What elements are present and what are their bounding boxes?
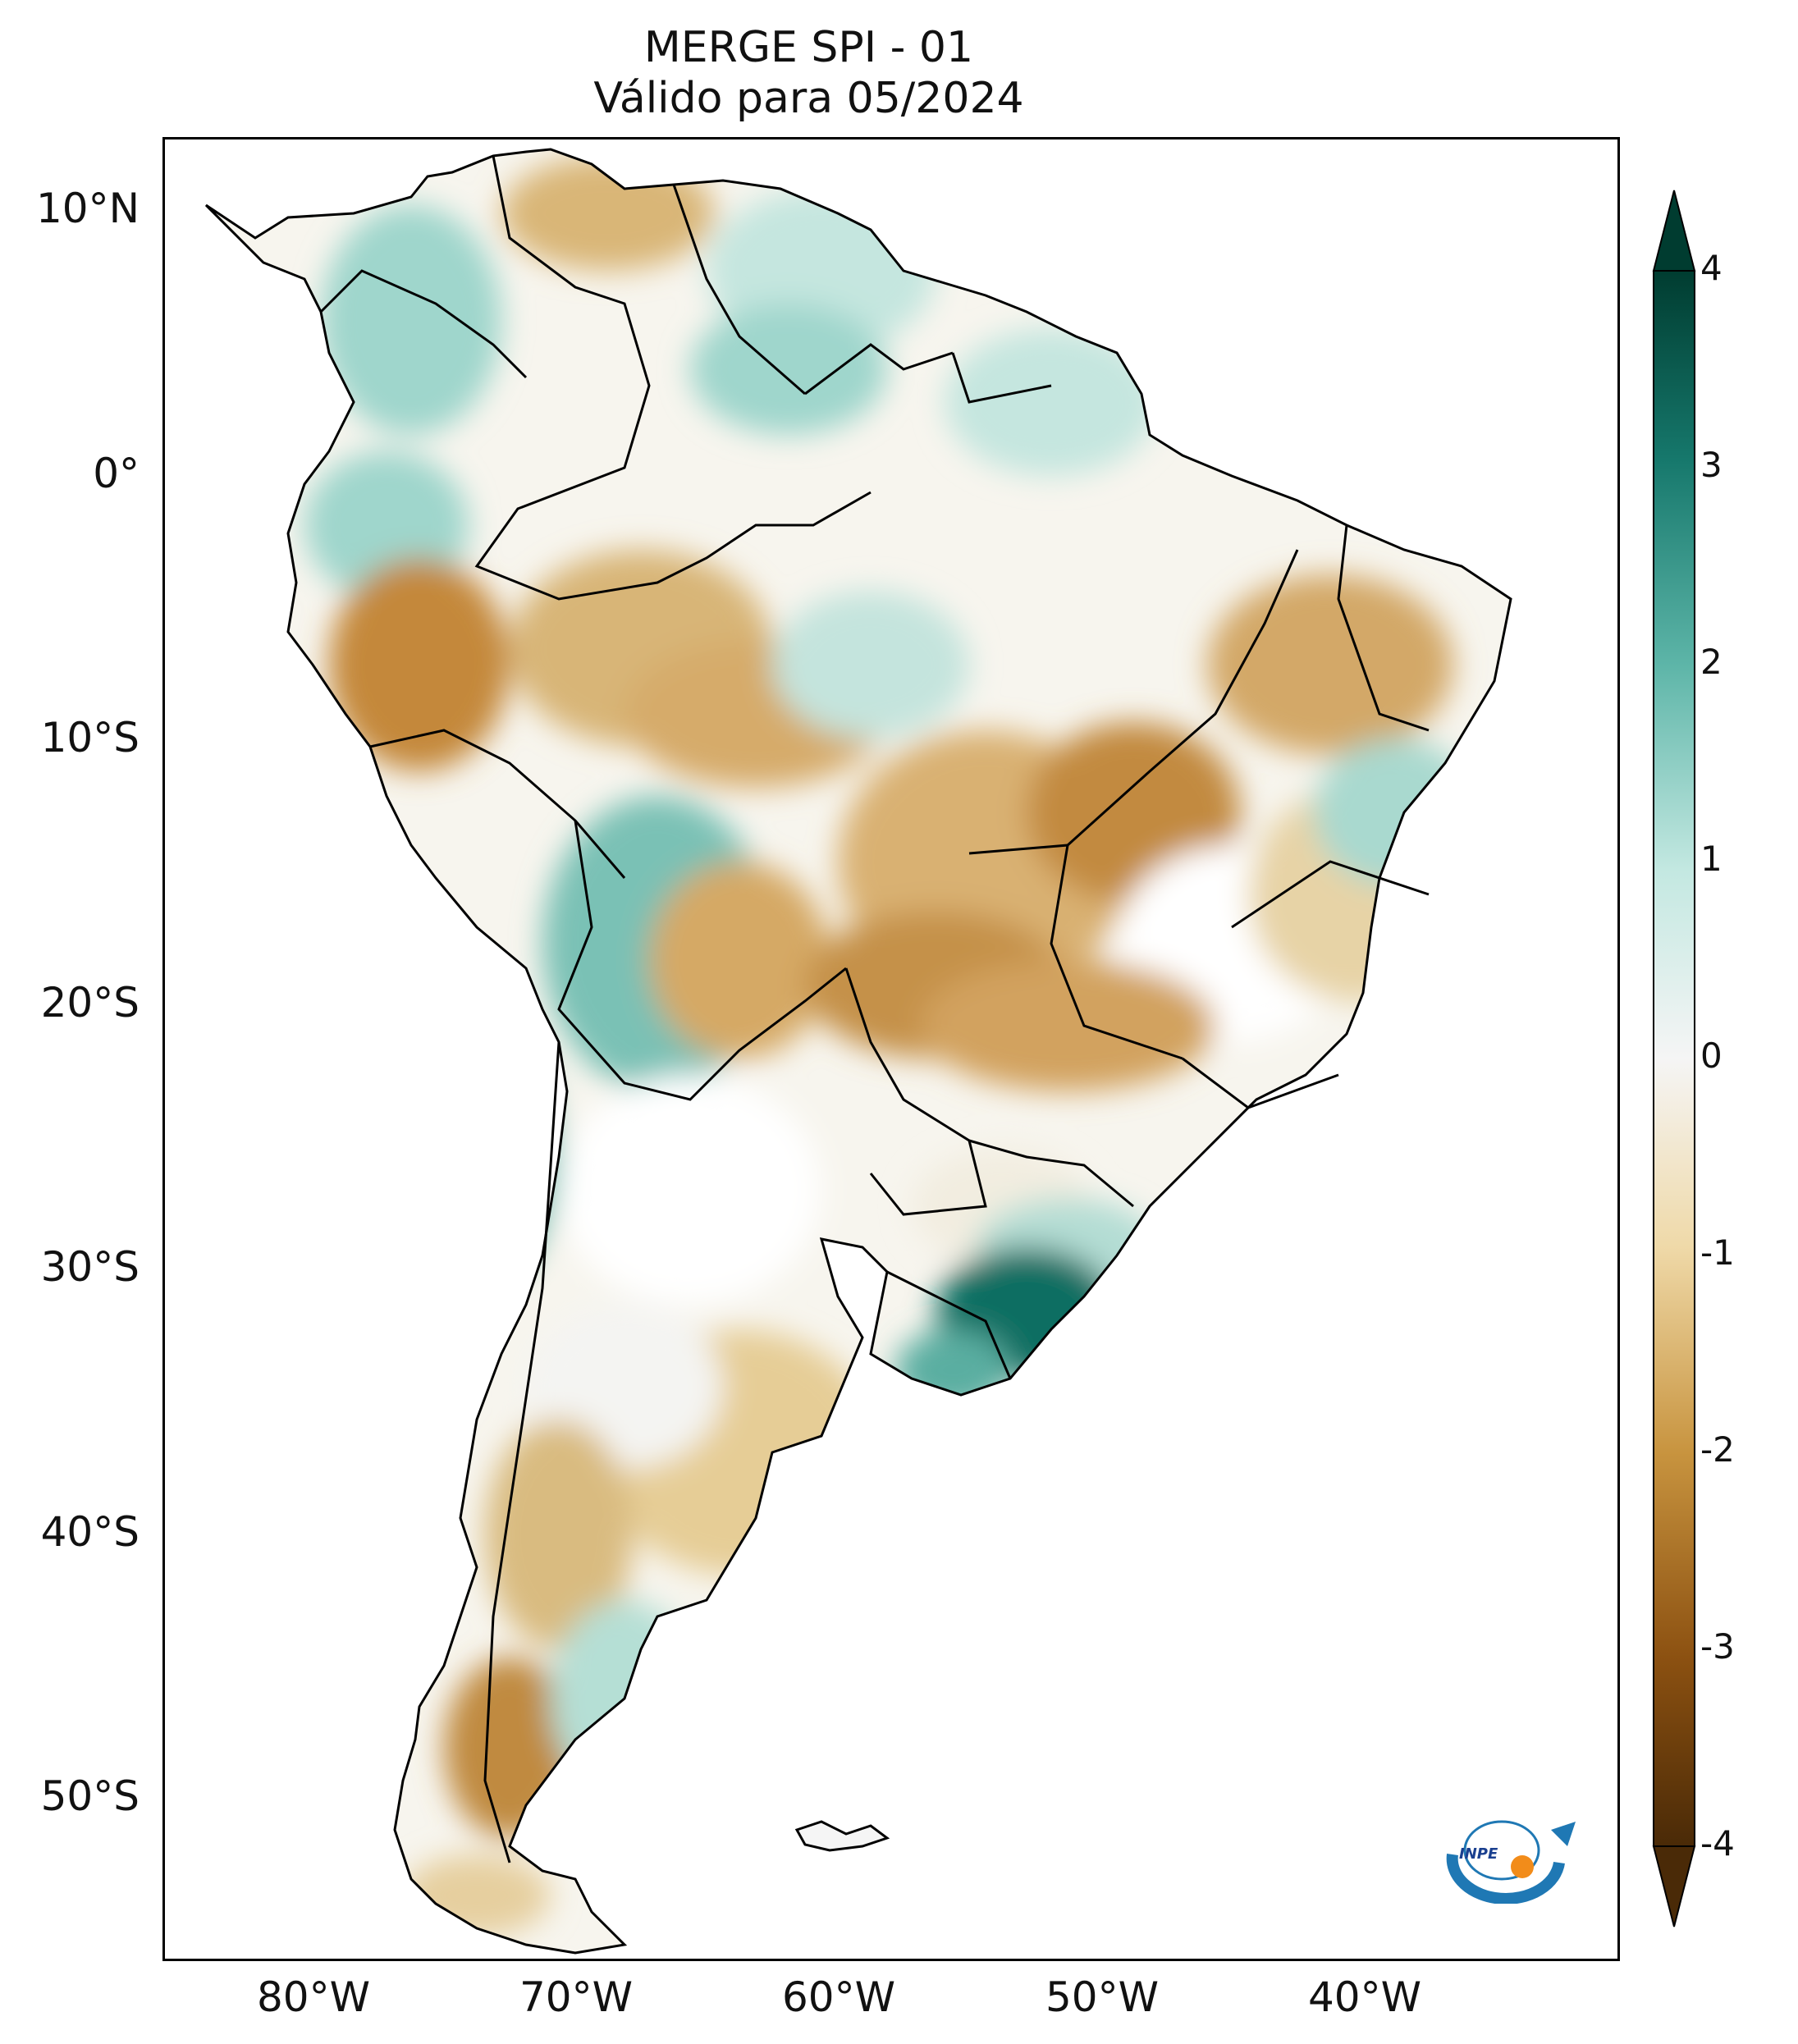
lon-label-60w: 60°W	[781, 1973, 896, 2021]
colorbar-tick-m2: -2	[1700, 1429, 1735, 1470]
border-colombia-brazil	[474, 155, 872, 601]
border-bolivia	[557, 820, 847, 1101]
lon-label-80w: 80°W	[256, 1973, 371, 2021]
lat-label-10s: 10°S	[40, 714, 140, 761]
colorbar	[1652, 190, 1696, 1927]
border-suriname	[951, 352, 1052, 404]
lat-label-20s: 20°S	[40, 979, 140, 1027]
map-title: MERGE SPI - 01	[643, 23, 974, 72]
border-brazil-internal-3	[1182, 1057, 1339, 1109]
border-brazil-internal-2	[1050, 844, 1183, 1060]
colorbar-tick-m4: -4	[1700, 1823, 1735, 1863]
country-borders	[319, 155, 1430, 1863]
inpe-logo: INPE	[1444, 1805, 1584, 1905]
map-panel	[162, 137, 1620, 1961]
border-brazil-internal-5	[1337, 524, 1430, 732]
lat-label-50s: 50°S	[40, 1772, 140, 1820]
lon-label-40w: 40°W	[1307, 1973, 1422, 2021]
map-subtitle: Válido para 05/2024	[593, 74, 1024, 123]
border-chile-argentina	[483, 1041, 560, 1863]
colorbar-tick-2: 2	[1700, 642, 1723, 682]
border-guyana	[804, 343, 954, 396]
colorbar-tick-4: 4	[1700, 248, 1723, 288]
border-brazil-internal-4	[1231, 860, 1430, 929]
lat-label-30s: 30°S	[40, 1243, 140, 1291]
inpe-logo-graphic: INPE	[1446, 1820, 1576, 1905]
colorbar-tick-m3: -3	[1700, 1626, 1735, 1667]
colorbar-tick-m1: -1	[1700, 1232, 1735, 1273]
border-brazil-internal-1	[968, 549, 1299, 855]
colorbar-tick-0: 0	[1700, 1036, 1723, 1076]
border-santa-catarina	[968, 1139, 1134, 1208]
border-uruguay	[886, 1270, 1012, 1379]
south-america-map	[204, 148, 1512, 1955]
border-colombia-ecuador	[319, 269, 528, 379]
colorbar-tick-3: 3	[1700, 445, 1723, 485]
lat-label-40s: 40°S	[40, 1508, 140, 1556]
lat-label-10n: 10°N	[35, 185, 140, 232]
border-peru-brazil	[369, 729, 626, 879]
lon-label-50w: 50°W	[1045, 1973, 1160, 2021]
colorbar-tick-1: 1	[1700, 839, 1723, 879]
falkland-islands	[794, 1820, 890, 1852]
border-venezuela	[672, 184, 806, 396]
spi-field	[206, 149, 1511, 1953]
lat-label-0: 0°	[93, 450, 140, 497]
inpe-logo-text: INPE	[1459, 1845, 1498, 1863]
lon-label-70w: 70°W	[519, 1973, 634, 2021]
